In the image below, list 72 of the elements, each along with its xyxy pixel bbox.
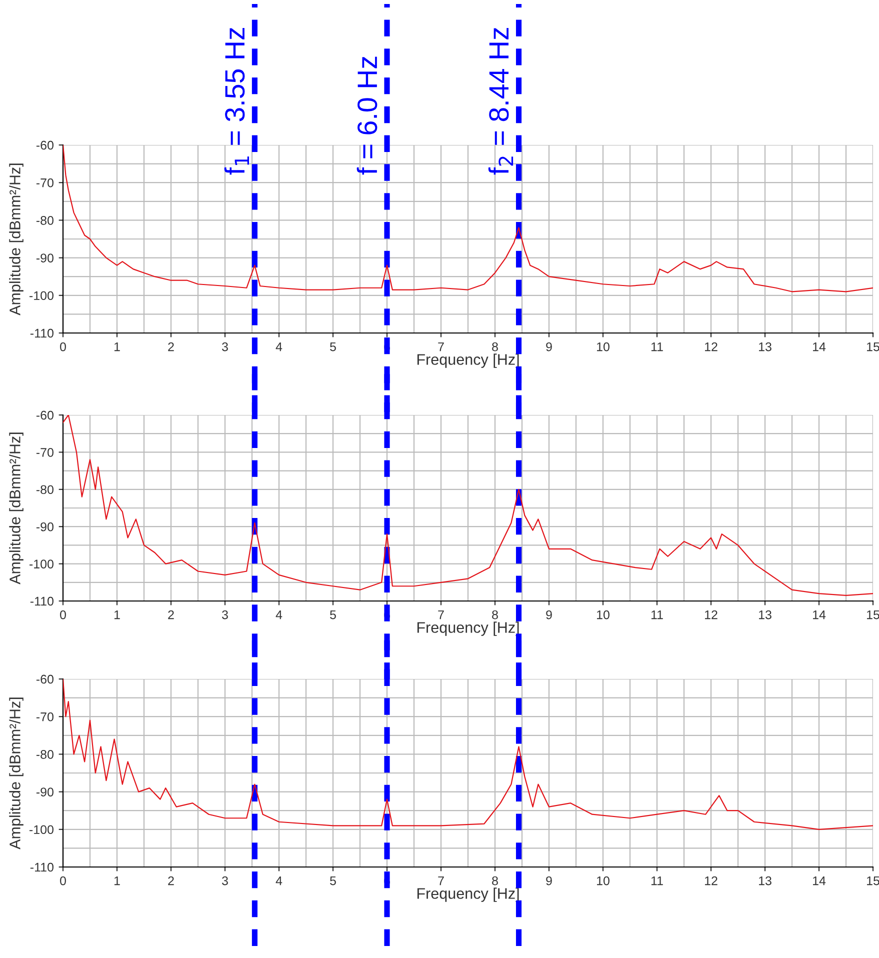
x-tick-label: 14 [813,610,826,620]
x-tick-label: 13 [759,342,772,352]
x-tick-label: 3 [222,876,228,886]
y-tick-label: -90 [36,522,54,532]
y-tick-label: -60 [36,410,54,420]
x-tick-label: 10 [597,610,610,620]
x-tick-label: 14 [813,342,826,352]
x-tick-label: 9 [546,610,552,620]
x-tick-label: 4 [276,342,282,352]
y-tick-label: -70 [36,712,54,722]
x-tick-label: 9 [546,876,552,886]
x-tick-label: 10 [597,876,610,886]
x-tick-label: 12 [705,342,718,352]
y-tick-label: -100 [30,825,54,834]
x-tick-label: 1 [114,342,120,352]
x-tick-label: 12 [705,876,718,886]
y-tick-label: -70 [36,448,54,457]
x-tick-label: 0 [60,876,66,886]
x-tick-label: 8 [492,876,498,886]
y-tick-label: -100 [30,291,54,300]
y-tick-label: -80 [36,750,54,759]
x-tick-label: 3 [222,610,228,620]
y-tick-label: -90 [36,788,54,796]
x-tick-label: 13 [759,876,772,886]
y-tick-label: -110 [30,328,54,338]
x-tick-label: 11 [651,342,663,352]
y-tick-label: -60 [36,140,54,150]
x-tick-label: 5 [330,876,336,886]
y-axis-title: Amplitude [dBmm²/Hz] [9,698,24,850]
x-tick-label: 7 [438,876,444,886]
y-tick-label: -70 [36,178,54,188]
x-tick-label: 12 [705,610,718,620]
x-tick-label: 11 [651,610,663,620]
y-tick-label: -90 [36,254,54,262]
x-tick-label: 2 [168,876,174,886]
x-tick-label: 5 [330,610,336,620]
x-tick-label: 9 [546,342,552,352]
y-axis-title: Amplitude [dBmm²/Hz] [9,432,24,584]
x-axis-title: Frequency [Hz] [417,622,519,636]
y-tick-label: -80 [36,485,54,494]
x-tick-label: 0 [60,610,66,620]
x-tick-label: 3 [222,342,228,352]
y-tick-label: -110 [30,862,54,872]
y-tick-label: -110 [30,596,54,606]
x-tick-label: 4 [276,610,282,620]
x-tick-label: 7 [438,342,444,352]
x-tick-label: 7 [438,610,444,620]
x-tick-label: 10 [597,342,610,352]
x-tick-label: 13 [759,610,772,620]
x-tick-label: 15 [867,342,879,352]
x-tick-label: 8 [492,342,498,352]
x-tick-label: 2 [168,342,174,352]
y-axis-title: Amplitude [dBmm²/Hz] [9,164,24,316]
x-tick-label: 11 [651,876,663,886]
x-tick-label: 1 [114,876,120,886]
y-tick-label: -100 [30,560,54,568]
ref-line-label: f$_{2}$ = 8.44 Hz [488,28,514,175]
x-axis-title: Frequency [Hz] [417,888,519,902]
x-tick-label: 1 [114,610,120,620]
x-tick-label: 15 [867,876,879,886]
x-tick-label: 0 [60,342,66,352]
x-tick-label: 2 [168,610,174,620]
ref-line-label: f = 6.0 Hz [356,56,378,175]
x-tick-label: 14 [813,876,826,886]
x-tick-label: 4 [276,876,282,886]
y-tick-label: -60 [36,674,54,684]
y-tick-label: -80 [36,216,54,225]
x-tick-label: 15 [867,610,879,620]
x-axis-title: Frequency [Hz] [417,354,519,368]
x-tick-label: 8 [492,610,498,620]
ref-line-label: f$_{1}$ = 3.55 Hz [224,28,249,175]
x-tick-label: 5 [330,342,336,352]
